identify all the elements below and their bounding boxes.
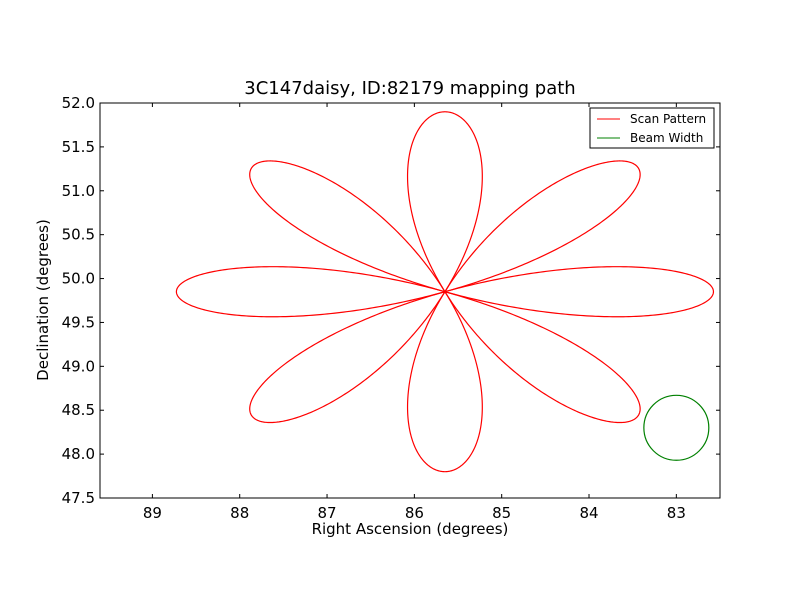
series-layer (175, 111, 715, 473)
y-tick-label: 51.5 (62, 138, 95, 156)
x-tick-label: 87 (317, 504, 336, 522)
y-tick-label: 49.0 (62, 357, 95, 375)
legend-label-beam-width: Beam Width (630, 131, 703, 145)
scan-pattern-petal (444, 160, 641, 293)
series-scan-pattern (175, 111, 715, 473)
x-tick-label: 88 (230, 504, 249, 522)
beam-width-circle (643, 394, 710, 461)
y-tick-label: 49.5 (62, 313, 95, 331)
scan-pattern-petal (249, 160, 446, 293)
plot-area: 89 88 87 86 85 84 83 47.5 48.0 48.5 49.0 49.5 50.0 50… (62, 94, 721, 522)
scan-pattern-petal (249, 291, 446, 424)
x-tick-label: 85 (492, 504, 511, 522)
y-tick-label: 52.0 (62, 94, 95, 112)
chart-title: 3C147daisy, ID:82179 mapping path (244, 78, 575, 99)
y-tick-label: 50.0 (62, 270, 95, 288)
x-tick-label: 89 (143, 504, 162, 522)
x-tick-label: 83 (667, 504, 686, 522)
y-tick-label: 51.0 (62, 182, 95, 200)
y-tick-label: 48.5 (62, 401, 95, 419)
y-tick-label: 47.5 (62, 489, 95, 507)
scan-pattern-petal (444, 291, 641, 424)
legend: Scan Pattern Beam Width (589, 107, 715, 149)
legend-box (589, 107, 715, 149)
x-tick-label: 86 (405, 504, 424, 522)
scan-pattern-petal (406, 111, 483, 293)
x-tick-label: 84 (579, 504, 598, 522)
scan-pattern-petal (444, 266, 715, 318)
scan-pattern-petal (175, 266, 446, 318)
ticks-layer: 89 88 87 86 85 84 83 47.5 48.0 48.5 49.0 49.5 50.0 50… (62, 94, 720, 522)
axes-frame (99, 102, 721, 499)
y-axis-label: Declination (degrees) (34, 219, 52, 381)
scan-pattern-petal (406, 291, 483, 473)
legend-label-scan-pattern: Scan Pattern (630, 112, 706, 126)
y-tick-label: 50.5 (62, 226, 95, 244)
x-axis-label: Right Ascension (degrees) (312, 520, 509, 538)
y-tick-label: 48.0 (62, 445, 95, 463)
